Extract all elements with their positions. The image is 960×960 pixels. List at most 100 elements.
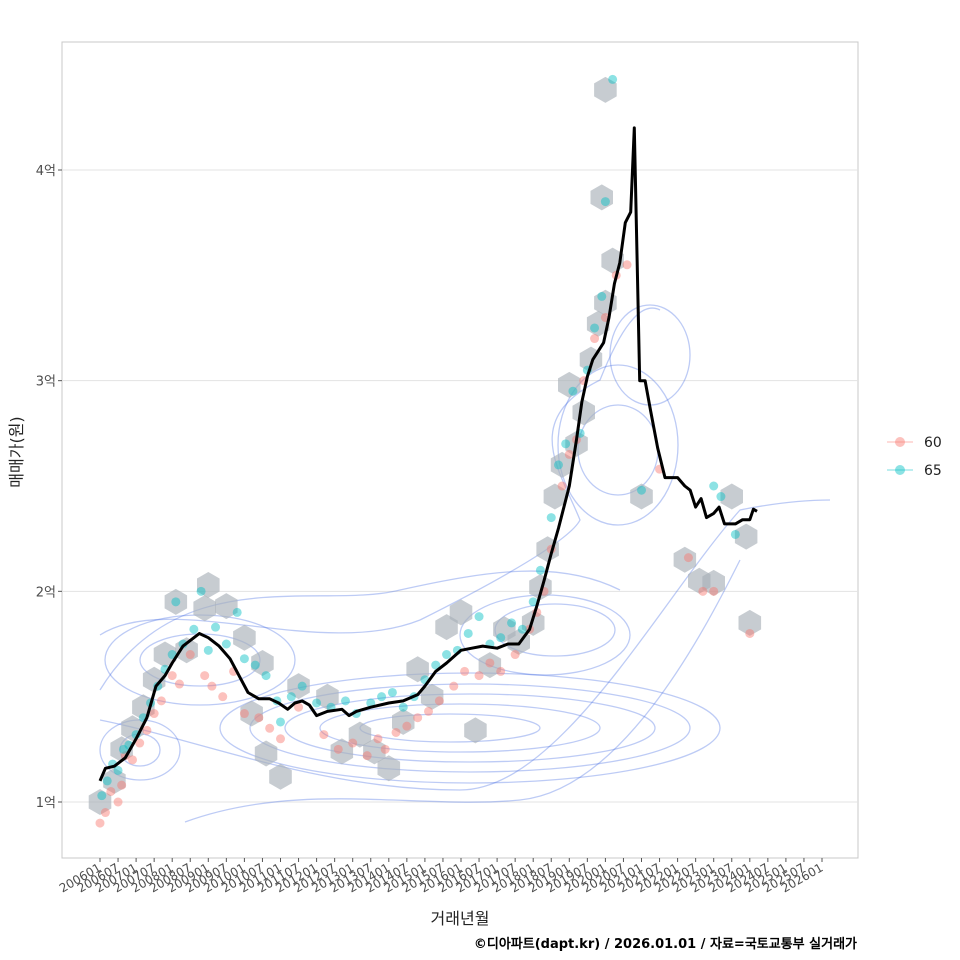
data-point-60 xyxy=(142,725,152,735)
data-point-60 xyxy=(100,808,110,818)
data-point-65 xyxy=(517,624,527,634)
data-point-60 xyxy=(413,713,423,723)
data-point-60 xyxy=(95,818,105,828)
density-contour xyxy=(219,672,721,784)
data-point-65 xyxy=(113,765,123,775)
data-point-65 xyxy=(221,639,231,649)
density-contour xyxy=(99,307,661,636)
hexbin-cell xyxy=(420,683,444,710)
data-point-65 xyxy=(102,776,112,786)
legend-key-point xyxy=(895,465,905,475)
data-point-65 xyxy=(203,645,213,655)
legend-item-60[interactable]: 60 xyxy=(887,435,942,451)
data-point-65 xyxy=(730,529,740,539)
density-contour xyxy=(249,683,691,773)
hexbin-cell xyxy=(702,569,725,596)
data-point-65 xyxy=(312,698,322,708)
hexbin-cell xyxy=(543,483,567,510)
trend-line xyxy=(98,126,758,782)
hexbin-cell xyxy=(142,666,166,693)
data-point-60 xyxy=(218,692,228,702)
legend-key-point xyxy=(895,437,905,447)
hexbin-cell xyxy=(197,572,220,598)
y-tick-label: 3억 xyxy=(36,375,56,390)
hexbin-cell xyxy=(406,656,429,683)
data-point-60 xyxy=(127,755,137,765)
data-point-65 xyxy=(97,791,107,801)
hexbin-cell xyxy=(449,599,473,626)
hexbin-cell xyxy=(316,683,339,710)
legend: 60 65 xyxy=(887,435,942,479)
y-tick-label: 4억 xyxy=(36,164,56,179)
data-point-65 xyxy=(716,492,726,502)
hexbin-cell xyxy=(521,609,545,636)
data-point-60 xyxy=(319,730,329,740)
data-point-60 xyxy=(373,734,383,744)
data-point-65 xyxy=(590,323,600,333)
data-point-60 xyxy=(745,628,755,638)
data-point-60 xyxy=(200,671,210,681)
hexbin-cell xyxy=(287,673,310,700)
data-point-60 xyxy=(333,744,343,754)
data-point-65 xyxy=(387,687,397,697)
data-point-65 xyxy=(340,696,350,706)
hexbin-cell xyxy=(254,740,278,767)
hexbin-cell xyxy=(240,700,263,727)
data-point-65 xyxy=(709,481,719,491)
data-point-60 xyxy=(449,681,459,691)
data-point-60 xyxy=(434,696,444,706)
data-point-65 xyxy=(561,439,571,449)
scatter-points xyxy=(95,74,755,828)
data-point-65 xyxy=(286,692,296,702)
data-point-60 xyxy=(254,713,264,723)
y-tick-label: 2억 xyxy=(36,585,56,600)
data-point-60 xyxy=(185,650,195,660)
data-point-60 xyxy=(474,671,484,681)
data-point-60 xyxy=(276,734,285,744)
data-point-60 xyxy=(156,696,166,706)
hexbin-cell xyxy=(103,767,126,794)
data-point-60 xyxy=(117,780,127,790)
hexbin-cell xyxy=(673,546,697,573)
density-contour xyxy=(319,703,601,753)
data-point-65 xyxy=(600,197,610,207)
data-point-65 xyxy=(608,74,618,84)
data-point-60 xyxy=(460,666,470,676)
data-point-65 xyxy=(535,565,545,575)
data-point-60 xyxy=(683,553,693,563)
data-point-65 xyxy=(189,624,199,634)
hexbin-cell xyxy=(215,593,238,620)
data-point-65 xyxy=(196,586,206,596)
data-point-65 xyxy=(232,607,242,617)
hexbin-cell xyxy=(175,637,198,664)
data-point-65 xyxy=(239,654,249,664)
gridlines xyxy=(62,169,858,803)
hexbin-cell xyxy=(348,721,372,748)
hexbin-cell xyxy=(550,451,574,478)
data-point-60 xyxy=(207,681,217,691)
legend-item-65[interactable]: 65 xyxy=(887,463,942,479)
data-point-60 xyxy=(239,709,249,719)
data-point-65 xyxy=(597,291,607,301)
hexbin-cell xyxy=(630,483,653,510)
data-point-60 xyxy=(557,481,567,491)
data-point-65 xyxy=(463,628,473,638)
data-point-65 xyxy=(297,681,307,691)
data-point-60 xyxy=(294,702,304,712)
data-point-60 xyxy=(135,738,145,748)
data-point-60 xyxy=(485,658,495,668)
data-point-65 xyxy=(442,650,452,660)
data-point-65 xyxy=(178,639,188,649)
data-point-65 xyxy=(250,660,260,670)
hexbin-cell xyxy=(558,371,581,398)
hexbin-cell xyxy=(153,641,177,668)
data-point-60 xyxy=(113,797,123,807)
data-point-65 xyxy=(431,660,441,670)
density-contour xyxy=(99,570,621,691)
x-axis-title: 거래년월 xyxy=(431,909,490,928)
data-point-65 xyxy=(118,744,128,754)
data-point-60 xyxy=(590,334,600,344)
y-axis: 1억 2억 3억 4억 xyxy=(36,164,62,811)
hexbin-cell xyxy=(464,717,487,744)
